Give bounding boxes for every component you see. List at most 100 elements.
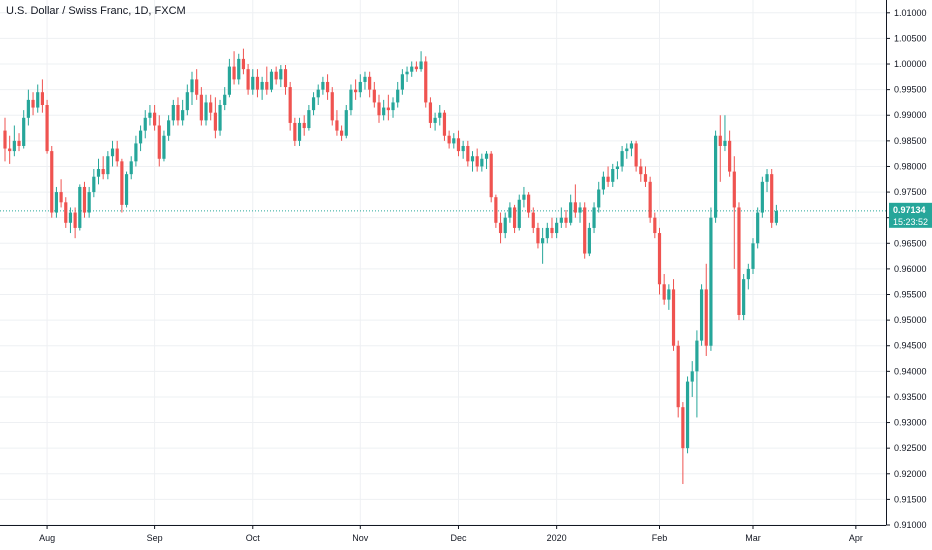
candle (40, 79, 44, 113)
candle (17, 133, 21, 152)
candle-body (26, 99, 30, 118)
candle (676, 340, 680, 418)
candle (106, 151, 110, 180)
candle-body (760, 181, 764, 213)
candle-body (143, 117, 147, 131)
candle (475, 148, 479, 172)
candle (162, 130, 166, 162)
candle-body (162, 135, 166, 159)
candle-body (498, 222, 503, 234)
candle-body (45, 105, 49, 152)
candle (204, 94, 208, 126)
candle-body (241, 58, 246, 70)
y-tick-label: 0.98500 (894, 136, 927, 146)
candle (629, 140, 634, 157)
candle-body (157, 125, 161, 159)
candle (391, 97, 395, 118)
current-price-tag: 0.97134 15:23:52 (889, 202, 932, 228)
candle (447, 130, 451, 149)
candle-body (265, 81, 269, 90)
candle (685, 376, 690, 454)
candle (330, 87, 334, 126)
candle (396, 81, 400, 108)
candle (583, 202, 587, 259)
candle-body (400, 74, 404, 90)
y-tick-label: 1.01000 (894, 8, 927, 18)
candle (452, 133, 456, 149)
candle (410, 61, 414, 77)
candle (424, 56, 428, 108)
candle (494, 194, 498, 228)
grid-lines (0, 0, 886, 526)
candle-body (344, 110, 348, 136)
candle-body (382, 107, 386, 116)
candle (307, 105, 311, 131)
candle-body (550, 227, 554, 234)
candle (620, 145, 624, 172)
candle-body (648, 181, 652, 218)
candle (190, 71, 194, 105)
candle-body (50, 151, 54, 213)
candle (143, 110, 147, 139)
candle-body (40, 92, 44, 105)
candle (597, 181, 601, 213)
candle-body (555, 222, 559, 234)
candle-body (681, 407, 685, 449)
candle-body (667, 289, 671, 300)
x-tick-label: Sep (147, 533, 163, 543)
candle (283, 65, 288, 95)
candle (382, 99, 386, 121)
candle-body (92, 176, 96, 193)
candle-body (195, 79, 199, 95)
candle-body (531, 212, 535, 228)
candle (363, 71, 367, 90)
candle-body (153, 112, 157, 126)
candle-body (704, 289, 708, 346)
candle-body (358, 81, 362, 93)
candle (148, 105, 152, 126)
candle-body (527, 194, 531, 213)
candle-body (148, 112, 152, 118)
candle-body (293, 122, 297, 141)
countdown-label: 15:23:52 (893, 217, 928, 227)
candle-body (564, 217, 568, 223)
candle-body (573, 202, 577, 213)
candle-body (274, 71, 278, 80)
candle (26, 89, 30, 126)
candle-body (227, 66, 231, 95)
candle (316, 84, 320, 105)
candle-body (405, 71, 409, 75)
candle-body (410, 66, 414, 72)
candle (64, 197, 68, 228)
candle-body (714, 135, 718, 218)
candle (634, 140, 638, 172)
candle-body (475, 156, 479, 167)
candle (718, 115, 722, 182)
candle (358, 74, 362, 98)
candle-body (110, 148, 115, 157)
candle-body (73, 212, 77, 228)
candle-body (335, 120, 339, 131)
candle-body (452, 138, 456, 144)
candle-body (363, 76, 367, 82)
candle (405, 66, 409, 82)
candle-body (372, 89, 376, 103)
candle-body (484, 153, 489, 159)
candle-body (746, 268, 750, 280)
candle (466, 140, 470, 167)
y-tick-label: 0.95000 (894, 315, 927, 325)
candle (438, 105, 442, 126)
candle (59, 179, 63, 208)
candle (704, 263, 708, 356)
candle-body (237, 58, 241, 80)
x-tick-label: 2020 (547, 533, 567, 543)
candle (442, 110, 447, 141)
candle-body (517, 199, 521, 228)
y-tick-label: 0.99000 (894, 110, 927, 120)
candle (293, 117, 297, 146)
candle (606, 166, 610, 187)
candle (699, 284, 704, 346)
candle (269, 69, 274, 93)
candle (643, 166, 648, 187)
